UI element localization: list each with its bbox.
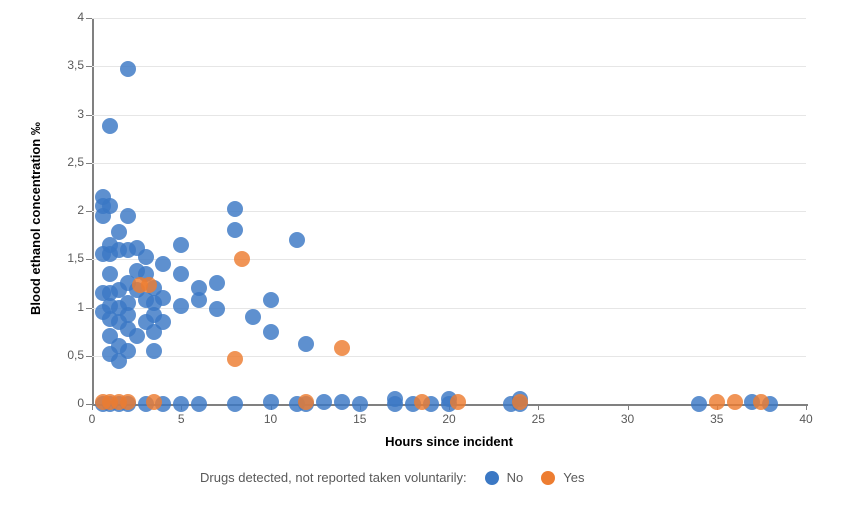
gridline (92, 211, 806, 212)
data-point-yes (753, 394, 769, 410)
legend: Drugs detected, not reported taken volun… (200, 470, 585, 485)
data-point-yes (298, 394, 314, 410)
y-tick-label: 3,5 (48, 58, 84, 72)
x-axis-label: Hours since incident (369, 434, 529, 449)
data-point-yes (512, 394, 528, 410)
data-point-no (102, 198, 118, 214)
legend-item-yes: Yes (541, 470, 584, 485)
gridline (92, 115, 806, 116)
data-point-no (263, 292, 279, 308)
data-point-no (227, 201, 243, 217)
data-point-no (102, 266, 118, 282)
y-tick (86, 356, 92, 357)
data-point-no (155, 256, 171, 272)
x-tick-label: 20 (434, 412, 464, 426)
data-point-no (191, 280, 207, 296)
y-tick (86, 259, 92, 260)
y-tick-label: 0,5 (48, 348, 84, 362)
data-point-no (120, 208, 136, 224)
x-tick (628, 404, 629, 410)
data-point-no (245, 309, 261, 325)
data-point-no (120, 61, 136, 77)
y-tick-label: 0 (48, 396, 84, 410)
legend-item-no: No (485, 470, 524, 485)
gridline (92, 18, 806, 19)
data-point-no (227, 396, 243, 412)
data-point-no (191, 396, 207, 412)
legend-label-no: No (507, 470, 524, 485)
x-tick-label: 15 (345, 412, 375, 426)
data-point-no (352, 396, 368, 412)
y-tick (86, 115, 92, 116)
x-tick-label: 10 (256, 412, 286, 426)
y-tick (86, 211, 92, 212)
data-point-no (691, 396, 707, 412)
legend-swatch-yes (541, 471, 555, 485)
data-point-no (298, 336, 314, 352)
data-point-no (263, 324, 279, 340)
gridline (92, 259, 806, 260)
y-axis-label: Blood ethanol concentration ‰ (28, 122, 43, 315)
x-tick-label: 35 (702, 412, 732, 426)
gridline (92, 163, 806, 164)
x-tick-label: 0 (77, 412, 107, 426)
data-point-no (173, 266, 189, 282)
y-tick (86, 18, 92, 19)
gridline (92, 66, 806, 67)
y-tick (86, 163, 92, 164)
legend-title: Drugs detected, not reported taken volun… (200, 470, 467, 485)
x-tick-label: 40 (791, 412, 821, 426)
data-point-no (316, 394, 332, 410)
data-point-no (263, 394, 279, 410)
data-point-no (387, 391, 403, 407)
data-point-yes (334, 340, 350, 356)
data-point-no (129, 328, 145, 344)
x-tick-label: 25 (523, 412, 553, 426)
gridline (92, 356, 806, 357)
data-point-yes (727, 394, 743, 410)
data-point-no (209, 275, 225, 291)
y-tick-label: 2,5 (48, 155, 84, 169)
data-point-no (173, 298, 189, 314)
scatter-chart: Blood ethanol concentration ‰ Hours sinc… (0, 0, 850, 507)
plot-area (92, 18, 808, 406)
y-tick-label: 2 (48, 203, 84, 217)
data-point-yes (141, 277, 157, 293)
y-tick (86, 308, 92, 309)
data-point-no (173, 396, 189, 412)
x-tick (806, 404, 807, 410)
data-point-no (155, 290, 171, 306)
data-point-no (334, 394, 350, 410)
y-tick-label: 1,5 (48, 251, 84, 265)
data-point-yes (450, 394, 466, 410)
y-tick-label: 4 (48, 10, 84, 24)
data-point-no (111, 224, 127, 240)
y-tick-label: 3 (48, 107, 84, 121)
y-tick (86, 66, 92, 67)
x-tick-label: 5 (166, 412, 196, 426)
data-point-no (155, 314, 171, 330)
legend-label-yes: Yes (563, 470, 584, 485)
data-point-no (102, 118, 118, 134)
data-point-no (173, 237, 189, 253)
data-point-yes (146, 394, 162, 410)
data-point-yes (414, 394, 430, 410)
y-tick-label: 1 (48, 300, 84, 314)
data-point-no (146, 343, 162, 359)
legend-swatch-no (485, 471, 499, 485)
data-point-yes (227, 351, 243, 367)
data-point-yes (234, 251, 250, 267)
x-tick (538, 404, 539, 410)
data-point-no (209, 301, 225, 317)
data-point-no (289, 232, 305, 248)
data-point-yes (709, 394, 725, 410)
data-point-no (227, 222, 243, 238)
data-point-yes (120, 394, 136, 410)
x-tick-label: 30 (613, 412, 643, 426)
data-point-no (138, 249, 154, 265)
x-tick (92, 404, 93, 410)
data-point-no (120, 343, 136, 359)
